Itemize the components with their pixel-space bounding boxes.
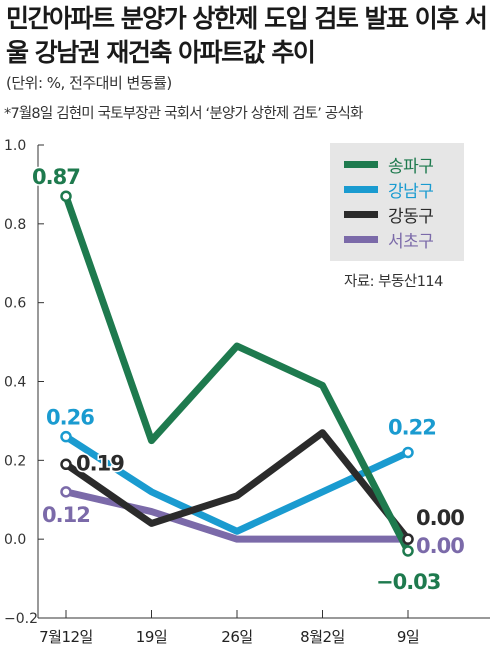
- series-lines: [62, 195, 412, 553]
- unit-note: (단위: %, 전주대비 변동률): [6, 74, 172, 92]
- y-tick-label: 0.8: [4, 217, 26, 233]
- series-point-3: [60, 486, 72, 498]
- source-note: 자료: 부동산114: [344, 274, 443, 290]
- series-line-0: [62, 195, 412, 553]
- series-point-1: [60, 430, 72, 443]
- data-label-start-2: 0.19: [76, 451, 124, 475]
- legend-label-seocho: 서초구: [388, 231, 434, 252]
- x-tick-label: 7월12일: [39, 628, 93, 646]
- data-label-end-0: −0.03: [376, 570, 440, 594]
- series-line-1: [64, 433, 410, 535]
- data-label-start-1: 0.26: [46, 406, 94, 430]
- data-label-end-1: 0.22: [388, 415, 436, 439]
- data-labels: 0.87 −0.03 0.26 0.22 0.19 0.00 0.12 0.00: [31, 164, 467, 596]
- data-label-end-2: 0.00: [416, 506, 464, 530]
- legend-swatch-gangdong: [344, 210, 378, 218]
- y-tick-label: 0.4: [4, 375, 26, 391]
- y-tick-label: −0.2: [4, 611, 38, 627]
- legend-swatch-gangnam: [344, 185, 378, 193]
- y-tick-label: 0.6: [4, 296, 26, 312]
- x-tick-label: 26일: [221, 628, 252, 646]
- x-tick-label: 19일: [136, 628, 167, 646]
- chart-title: 민간아파트 분양가 상한제 도입 검토 발표 이후 서울 강남권 재건축 아파트…: [6, 4, 488, 67]
- data-label-end-3: 0.00: [416, 534, 464, 558]
- x-tick-label: 9일: [397, 628, 419, 646]
- legend-label-gangnam: 강남구: [388, 181, 434, 202]
- legend-label-gangdong: 강동구: [388, 206, 434, 227]
- data-label-start-0: 0.87: [32, 165, 80, 189]
- series-line-2: [64, 429, 411, 542]
- series-point-1: [402, 446, 414, 459]
- legend-item-gangnam: 강남구: [344, 178, 434, 202]
- data-label-start-3: 0.12: [42, 503, 90, 527]
- y-tick-label: 0.0: [4, 532, 26, 548]
- x-tick-label: 8월2일: [300, 628, 345, 646]
- legend-item-seocho: 서초구: [344, 228, 434, 252]
- legend-label-songpa: 송파구: [388, 156, 434, 177]
- series-points: [60, 190, 414, 557]
- series-point-0: [60, 190, 72, 202]
- series-point-2: [60, 458, 72, 471]
- legend: 송파구 강남구 강동구 서초구: [330, 143, 464, 261]
- legend-swatch-seocho: [344, 235, 378, 243]
- series-point-0: [402, 545, 414, 557]
- series-point-2: [402, 533, 414, 545]
- footnote: *7월8일 김현미 국토부장관 국회서 ‘분양가 상한제 검토’ 공식화: [4, 106, 363, 122]
- legend-item-gangdong: 강동구: [344, 203, 434, 227]
- y-tick-label: 0.2: [4, 453, 26, 469]
- legend-item-songpa: 송파구: [344, 153, 434, 177]
- y-tick-label: 1.0: [4, 138, 26, 154]
- legend-swatch-songpa: [344, 160, 378, 168]
